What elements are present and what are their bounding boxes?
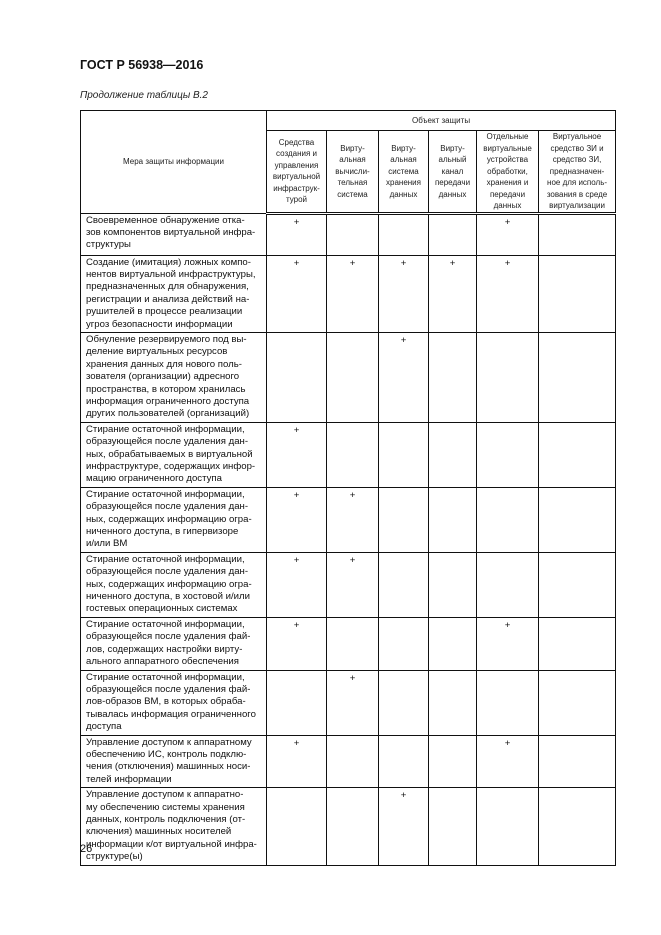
object-column-header: Вирту- альный канал передачи данных [428, 130, 477, 215]
applicability-mark: + [266, 734, 327, 789]
applicability-mark [428, 212, 477, 256]
applicability-mark [326, 616, 379, 671]
applicability-mark [378, 734, 429, 789]
applicability-mark [266, 331, 327, 423]
applicability-mark [378, 486, 429, 553]
table-row: Управление доступом к аппаратно- му обес… [80, 787, 617, 866]
applicability-mark: + [266, 551, 327, 618]
applicability-mark: + [476, 734, 539, 789]
table-row: Управление доступом к аппаратному обеспе… [80, 734, 617, 789]
applicability-mark: + [428, 254, 477, 333]
applicability-mark: + [266, 421, 327, 488]
table-row: Стирание остаточной информации, образующ… [80, 616, 617, 671]
applicability-mark [476, 486, 539, 553]
measure-cell: Стирание остаточной информации, образующ… [80, 616, 267, 671]
applicability-mark: + [326, 669, 379, 736]
page-number: 26 [80, 843, 93, 855]
applicability-mark: + [326, 254, 379, 333]
table-caption: Продолжение таблицы В.2 [80, 90, 208, 101]
object-column-header: Виртуальное средство ЗИ и средство ЗИ, п… [537, 130, 617, 215]
measure-cell: Стирание остаточной информации, образующ… [80, 551, 267, 618]
measure-cell: Обнуление резервируемого под вы- деление… [80, 331, 267, 423]
applicability-mark [537, 787, 617, 866]
table-row: Своевременное обнаружение отка- зов комп… [80, 212, 617, 256]
applicability-mark [537, 254, 617, 333]
applicability-mark [476, 331, 539, 423]
applicability-mark: + [476, 616, 539, 671]
applicability-mark [476, 421, 539, 488]
applicability-mark [326, 421, 379, 488]
applicability-mark [428, 421, 477, 488]
applicability-mark: + [266, 212, 327, 256]
object-column-header: Вирту- альная вычисли- тельная система [326, 130, 379, 215]
applicability-mark [428, 551, 477, 618]
applicability-mark [428, 616, 477, 671]
applicability-mark [378, 616, 429, 671]
table-row: Стирание остаточной информации, образующ… [80, 421, 617, 488]
applicability-mark: + [378, 254, 429, 333]
applicability-mark: + [266, 616, 327, 671]
measure-cell: Управление доступом к аппаратному обеспе… [80, 734, 267, 789]
measure-cell: Создание (имитация) ложных компо- нентов… [80, 254, 267, 333]
applicability-mark [537, 551, 617, 618]
applicability-mark [476, 787, 539, 866]
object-column-header: Вирту- альная система хранения данных [378, 130, 429, 215]
document-code: ГОСТ Р 56938—2016 [80, 58, 204, 72]
table-row: Стирание остаточной информации, образующ… [80, 669, 617, 736]
applicability-mark: + [326, 551, 379, 618]
applicability-mark [378, 212, 429, 256]
measure-cell: Своевременное обнаружение отка- зов комп… [80, 212, 267, 256]
object-group-header: Объект защиты [265, 110, 617, 131]
applicability-mark: + [378, 787, 429, 866]
measure-column-header: Мера защиты информации [80, 110, 267, 214]
table-row: Стирание остаточной информации, образующ… [80, 486, 617, 553]
applicability-mark [428, 669, 477, 736]
applicability-mark: + [266, 254, 327, 333]
applicability-mark [266, 669, 327, 736]
applicability-mark [537, 331, 617, 423]
protection-measures-table: Мера защиты информации Объект защиты Сре… [80, 110, 617, 866]
applicability-mark [476, 551, 539, 618]
applicability-mark [378, 551, 429, 618]
measure-cell: Управление доступом к аппаратно- му обес… [80, 787, 267, 866]
applicability-mark [428, 331, 477, 423]
applicability-mark [378, 421, 429, 488]
applicability-mark: + [476, 212, 539, 256]
measure-cell: Стирание остаточной информации, образующ… [80, 486, 267, 553]
applicability-mark [428, 787, 477, 866]
applicability-mark [537, 616, 617, 671]
applicability-mark [537, 212, 617, 256]
table-row: Стирание остаточной информации, образующ… [80, 551, 617, 618]
measure-cell: Стирание остаточной информации, образующ… [80, 669, 267, 736]
object-column-header: Отдельные виртуальные устройства обработ… [476, 130, 539, 215]
applicability-mark [428, 734, 477, 789]
applicability-mark [537, 669, 617, 736]
table-row: Обнуление резервируемого под вы- деление… [80, 331, 617, 423]
applicability-mark: + [378, 331, 429, 423]
applicability-mark [326, 734, 379, 789]
applicability-mark [537, 486, 617, 553]
table-row: Создание (имитация) ложных компо- нентов… [80, 254, 617, 333]
applicability-mark [326, 331, 379, 423]
applicability-mark [266, 787, 327, 866]
applicability-mark: + [476, 254, 539, 333]
applicability-mark: + [326, 486, 379, 553]
applicability-mark [378, 669, 429, 736]
object-column-header: Средства создания и управления виртуальн… [266, 130, 327, 215]
applicability-mark [428, 486, 477, 553]
applicability-mark [476, 669, 539, 736]
applicability-mark [326, 212, 379, 256]
measure-cell: Стирание остаточной информации, образующ… [80, 421, 267, 488]
applicability-mark [537, 734, 617, 789]
applicability-mark: + [266, 486, 327, 553]
applicability-mark [537, 421, 617, 488]
applicability-mark [326, 787, 379, 866]
